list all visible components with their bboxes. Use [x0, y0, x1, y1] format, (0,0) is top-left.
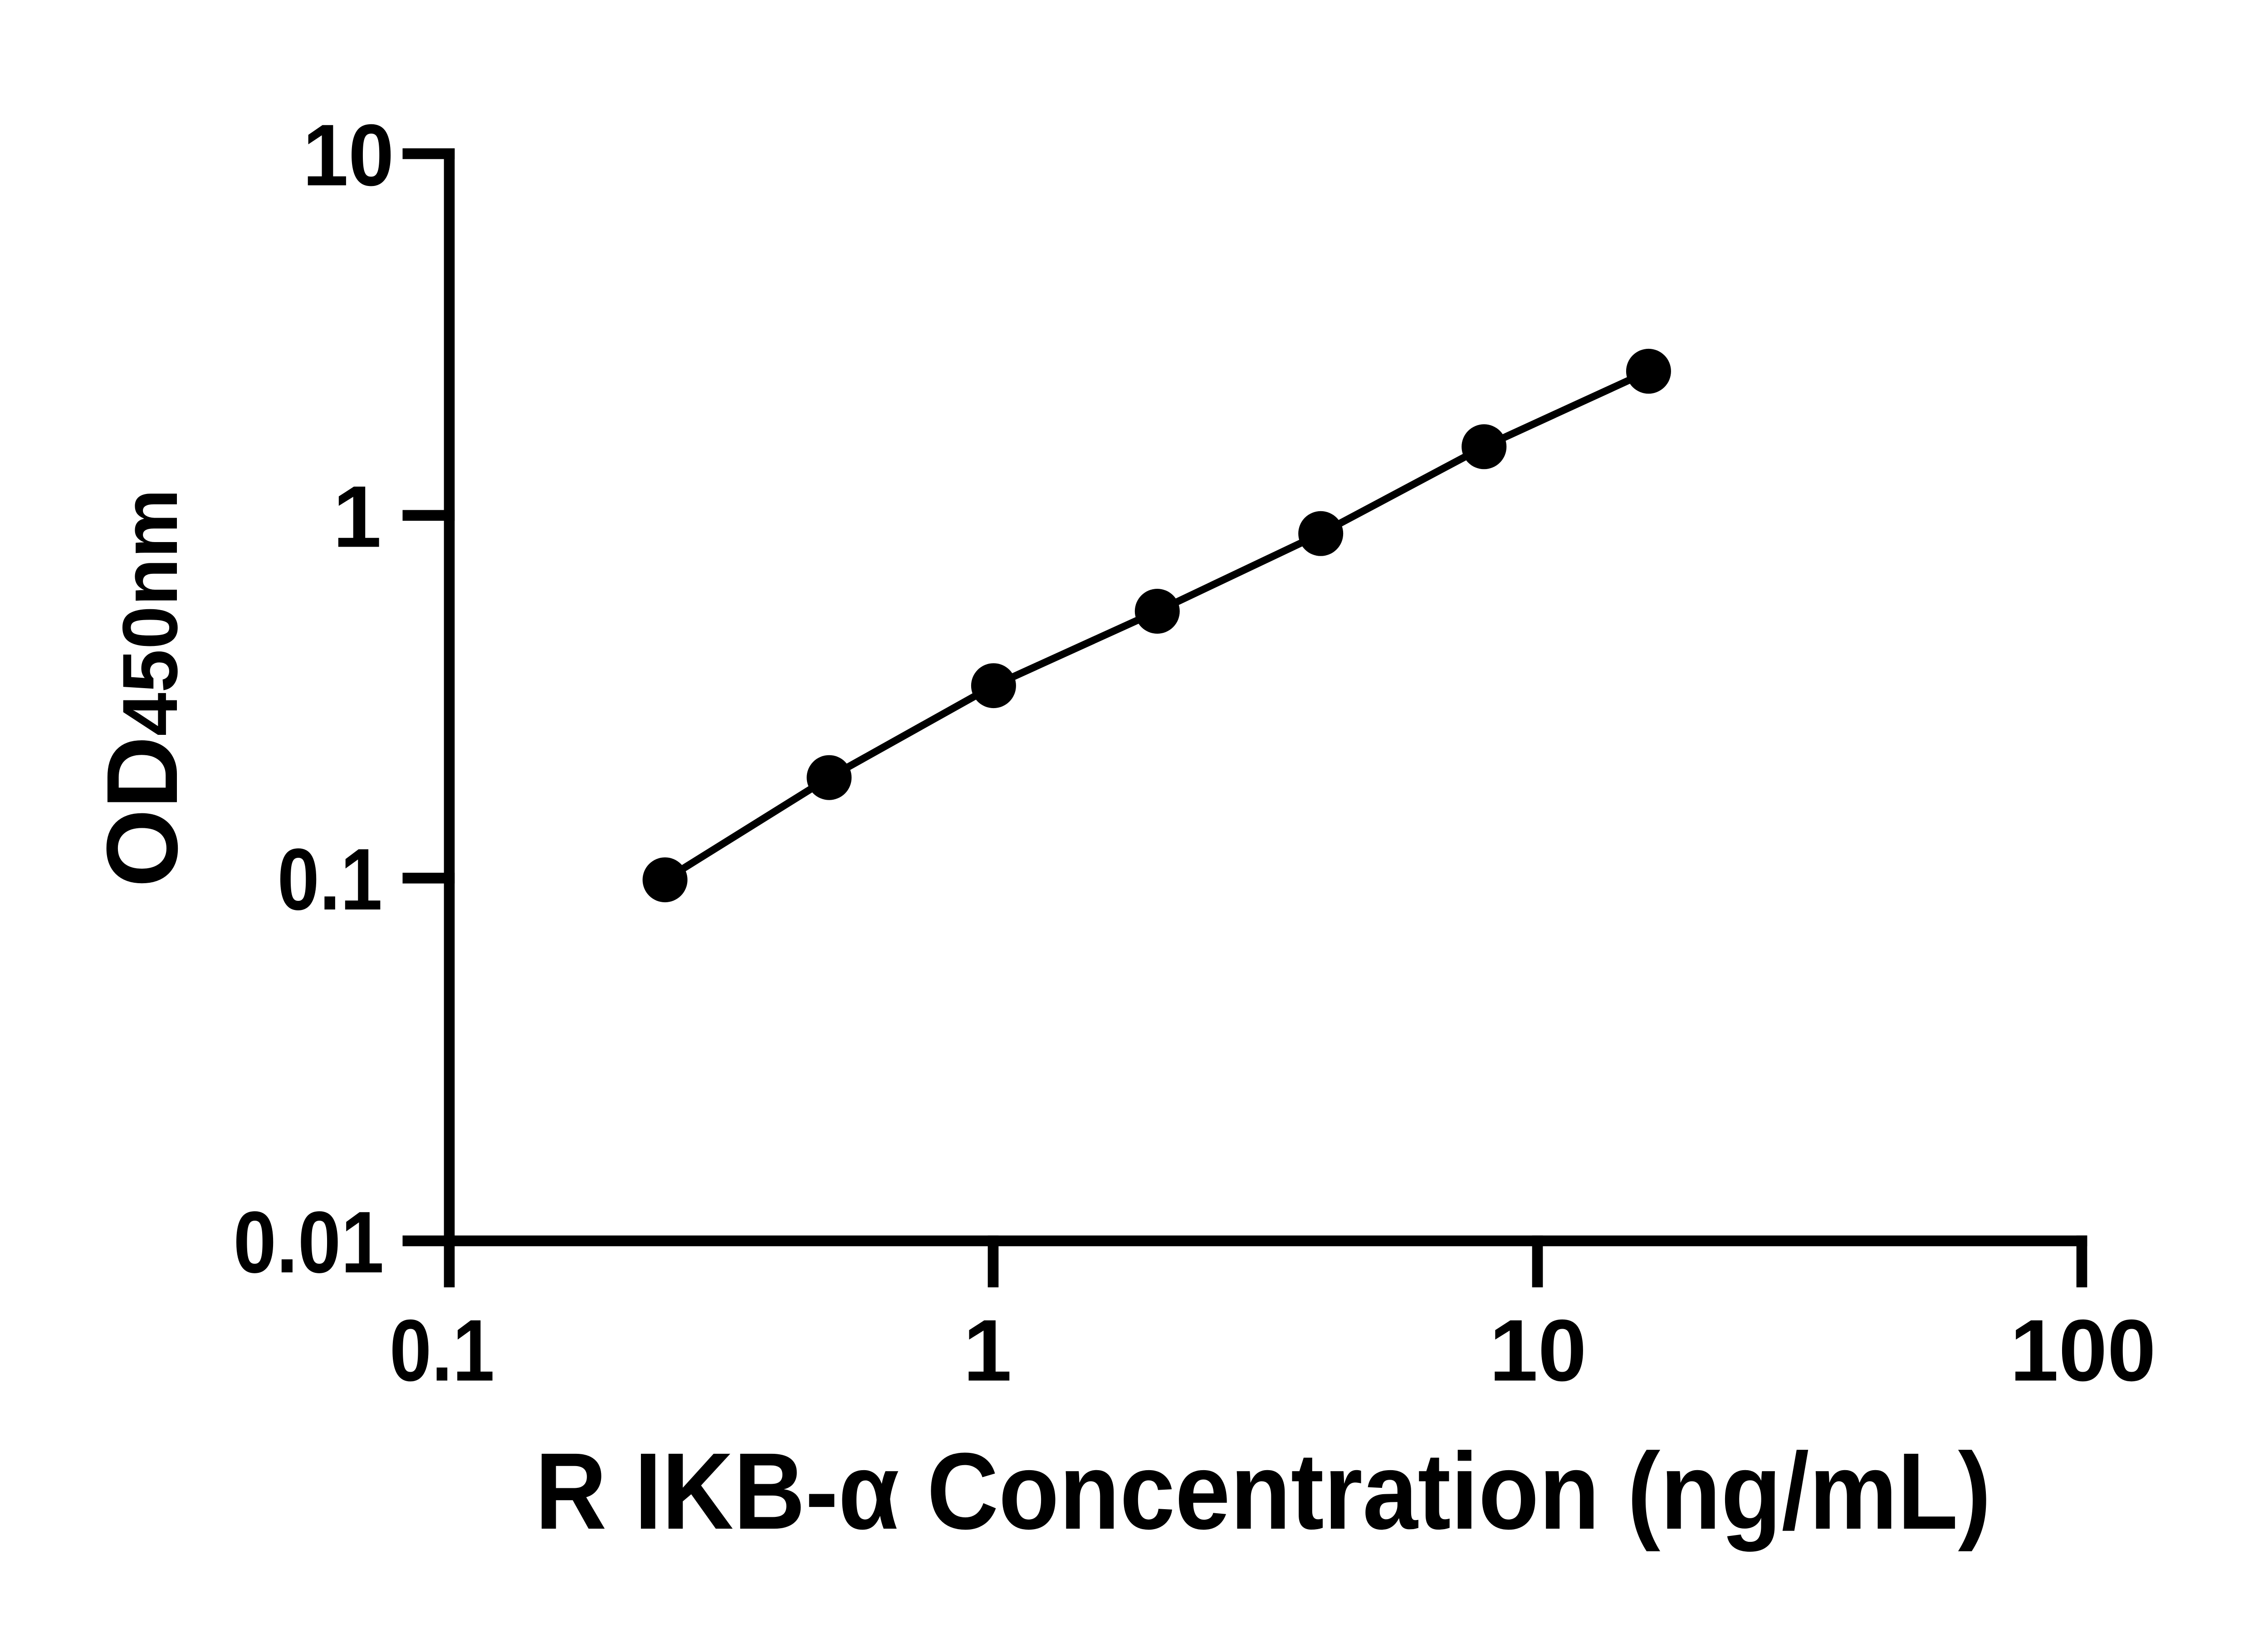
svg-text:0.1: 0.1	[390, 1301, 495, 1399]
svg-text:1: 1	[963, 1301, 1012, 1399]
svg-text:1: 1	[333, 468, 381, 566]
svg-text:0.1: 0.1	[277, 830, 382, 928]
svg-text:R IKB-α Concentration (ng/mL): R IKB-α Concentration (ng/mL)	[535, 1430, 1991, 1552]
svg-text:10: 10	[303, 106, 394, 204]
svg-text:100: 100	[2010, 1301, 2156, 1399]
svg-text:OD450nm: OD450nm	[86, 489, 199, 888]
svg-text:10: 10	[1489, 1301, 1587, 1399]
svg-text:0.01: 0.01	[233, 1193, 384, 1291]
